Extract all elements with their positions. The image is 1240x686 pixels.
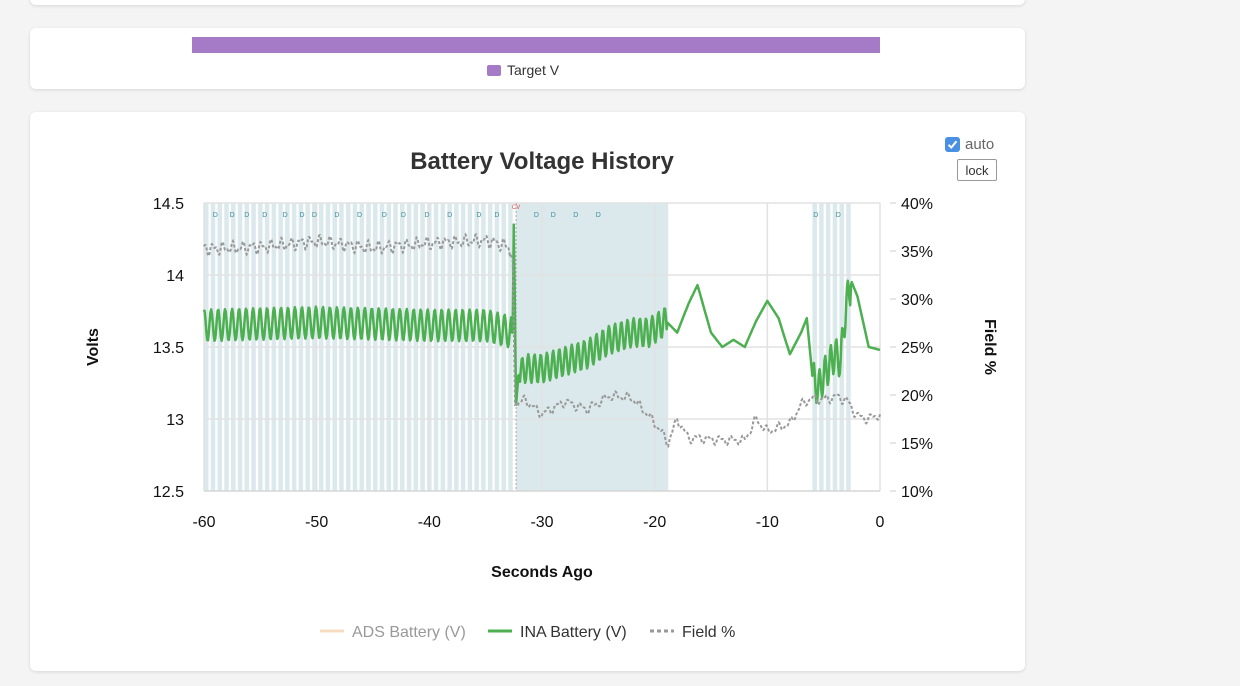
x-tick-label: -10 <box>756 514 779 531</box>
x-tick-label: -20 <box>643 514 666 531</box>
y2-tick-label: 25% <box>901 340 933 357</box>
cv-marker-label: CV <box>512 205 520 211</box>
chart-controls: auto lock <box>945 136 1005 181</box>
y2-tick-label: 20% <box>901 388 933 405</box>
d-marker-label: D <box>447 212 452 219</box>
legend-field-percent-label: Field % <box>682 624 735 641</box>
auto-toggle[interactable]: auto <box>945 136 1005 153</box>
y-tick-label: 12.5 <box>153 484 184 501</box>
x-axis-title: Seconds Ago <box>491 564 593 581</box>
d-marker-label: D <box>283 212 288 219</box>
y2-tick-label: 15% <box>901 436 933 453</box>
lock-button[interactable]: lock <box>957 159 997 181</box>
legend-ina-battery-label: INA Battery (V) <box>520 624 627 641</box>
d-marker-label: D <box>813 212 818 219</box>
y2-tick-label: 40% <box>901 196 933 213</box>
d-marker-label: D <box>213 212 218 219</box>
d-marker-label: D <box>534 212 539 219</box>
d-marker-label: D <box>334 212 339 219</box>
y2-tick-label: 35% <box>901 244 933 261</box>
y2-tick-label: 30% <box>901 292 933 309</box>
x-tick-label: -30 <box>530 514 553 531</box>
target-legend-swatch <box>487 64 501 76</box>
d-marker-label: D <box>494 212 499 219</box>
x-tick-label: 0 <box>876 514 885 531</box>
x-tick-label: -40 <box>418 514 441 531</box>
d-marker-label: D <box>401 212 406 219</box>
axis-labels: -60 -50 -40 -30 -20 -10 0 14.5 14 13.5 13 12.5 40% 35… <box>153 196 933 531</box>
y-tick-label: 13 <box>166 412 184 429</box>
auto-checkbox[interactable] <box>945 137 960 152</box>
x-tick-label: -60 <box>192 514 215 531</box>
target-voltage-card: Target V <box>30 28 1025 89</box>
legend-ads-battery-label: ADS Battery (V) <box>352 624 466 641</box>
target-legend-label: Target V <box>507 62 560 78</box>
d-marker-label: D <box>299 212 304 219</box>
d-marker-label: D <box>476 212 481 219</box>
d-marker-label: D <box>312 212 317 219</box>
field-percent-line <box>203 232 881 448</box>
d-marker-label: D <box>357 212 362 219</box>
d-marker-label: D <box>244 212 249 219</box>
d-marker-label: D <box>382 212 387 219</box>
target-voltage-bar <box>192 37 880 53</box>
y-tick-label: 14 <box>166 268 184 285</box>
d-marker-label: D <box>425 212 430 219</box>
y2-tick-label: 10% <box>901 484 933 501</box>
previous-card <box>30 0 1025 5</box>
d-marker-label: D <box>262 212 267 219</box>
y-tick-label: 14.5 <box>153 196 184 213</box>
auto-label: auto <box>965 136 995 153</box>
d-marker-label: D <box>596 212 601 219</box>
ina-battery-line <box>202 223 881 406</box>
checkmark-icon <box>947 140 958 149</box>
d-marker-label: D <box>836 212 841 219</box>
x-tick-label: -50 <box>305 514 328 531</box>
y-axis-title: Volts <box>85 328 102 366</box>
d-marker-label: D <box>573 212 578 219</box>
series-lines <box>202 223 881 448</box>
y2-axis-title: Field % <box>981 319 998 375</box>
battery-voltage-history-card: auto lock D D D D D D D D D D D D D D D CV D D D D D D -60 -50… <box>30 112 1025 671</box>
grid-lines <box>203 202 881 492</box>
target-legend[interactable]: Target V <box>487 62 559 78</box>
chart-title: Battery Voltage History <box>410 148 674 175</box>
d-marker-label: D <box>551 212 556 219</box>
d-marker-label: D <box>230 212 235 219</box>
y-tick-label: 13.5 <box>153 340 184 357</box>
chart-legend: ADS Battery (V) INA Battery (V) Field % <box>320 624 735 641</box>
